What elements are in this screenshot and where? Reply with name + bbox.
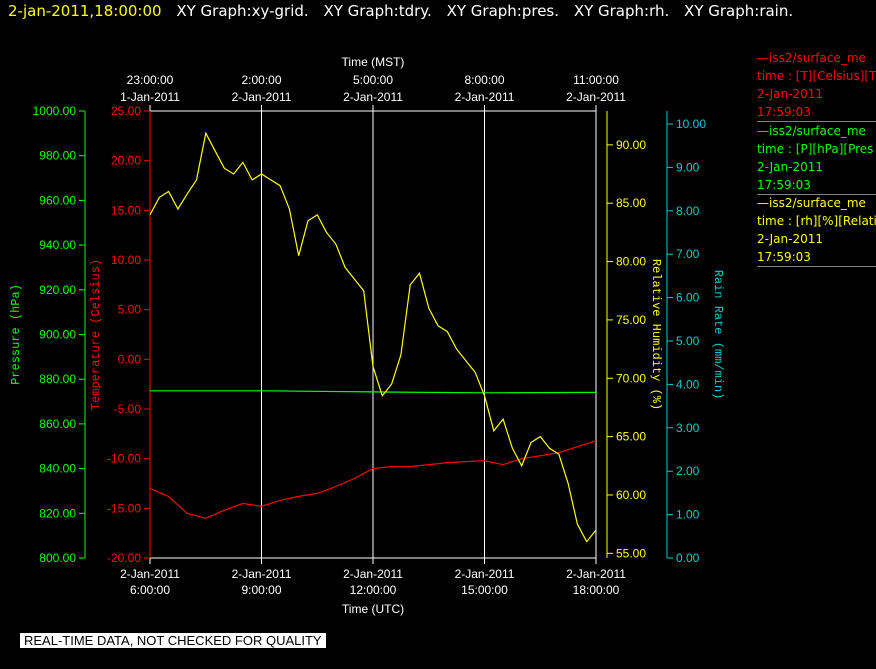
- rain-axis-tick-label: 7.00: [676, 247, 700, 261]
- rh-axis-tick-label: 85.00: [616, 196, 646, 210]
- legend-desc: time : [P][hPa][Pres: [757, 142, 874, 156]
- x-top-tick-time: 8:00:00: [464, 73, 504, 87]
- legend-date: 2-Jan-2011: [757, 160, 823, 174]
- x-bottom-tick-date: 2-Jan-2011: [343, 567, 403, 581]
- header-bar: 2-jan-2011,18:00:00 XY Graph:xy-grid. XY…: [8, 2, 793, 20]
- pres-axis-tick-label: 800.00: [39, 551, 76, 565]
- legend-date: 2-Jan-2011: [757, 87, 823, 101]
- header-graph-rain: XY Graph:rain.: [684, 2, 794, 20]
- legend-desc: time : [rh][%][Relati: [757, 214, 876, 228]
- rh-axis-tick-label: 55.00: [616, 546, 646, 560]
- legend-desc: time : [T][Celsius][T: [757, 69, 876, 83]
- x-bottom-tick-time: 15:00:00: [461, 583, 508, 597]
- header-graph-rh: XY Graph:rh.: [573, 2, 670, 20]
- temp-axis-tick-label: 15.00: [111, 203, 141, 217]
- x-bottom-tick-date: 2-Jan-2011: [120, 567, 180, 581]
- x-top-axis-title: Time (MST): [342, 55, 405, 69]
- quality-notice: REAL-TIME DATA, NOT CHECKED FOR QUALITY: [20, 633, 326, 648]
- x-bottom-tick-time: 12:00:00: [350, 583, 397, 597]
- rh-axis-tick-label: 70.00: [616, 371, 646, 385]
- x-top-tick-date: 2-Jan-2011: [343, 90, 403, 104]
- rh-axis-tick-label: 60.00: [616, 488, 646, 502]
- pres-axis-tick-label: 860.00: [39, 417, 76, 431]
- x-bottom-tick-time: 6:00:00: [130, 583, 170, 597]
- rh-axis-tick-label: 65.00: [616, 430, 646, 444]
- x-bottom-axis-title: Time (UTC): [342, 602, 404, 616]
- rain-axis-tick-label: 8.00: [676, 204, 700, 218]
- rh-axis-title: Relative Humidity (%): [649, 259, 663, 410]
- rain-axis-tick-label: 5.00: [676, 334, 700, 348]
- temp-axis-tick-label: 5.00: [118, 303, 142, 317]
- legend-humidity: —iss2/surface_me time : [rh][%][Relati 2…: [757, 194, 876, 267]
- pres-series-line: [150, 390, 597, 394]
- pres-axis-tick-label: 840.00: [39, 462, 76, 476]
- legend-date: 2-Jan-2011: [757, 232, 823, 246]
- x-top-tick-time: 5:00:00: [353, 73, 393, 87]
- x-top-tick-time: 2:00:00: [241, 73, 281, 87]
- legend-line: —iss2/surface_me: [757, 196, 866, 210]
- header-graph-xy-grid: XY Graph:xy-grid.: [176, 2, 309, 20]
- pres-axis-tick-label: 920.00: [39, 283, 76, 297]
- x-bottom-tick-date: 2-Jan-2011: [566, 567, 626, 581]
- x-bottom-tick-time: 18:00:00: [573, 583, 620, 597]
- x-top-tick-time: 11:00:00: [573, 73, 619, 87]
- rain-axis-tick-label: 4.00: [676, 377, 700, 391]
- pres-axis-tick-label: 1000.00: [33, 104, 77, 118]
- rain-axis-tick-label: 10.00: [676, 117, 706, 131]
- pres-axis-tick-label: 940.00: [39, 238, 76, 252]
- header-time: 2-jan-2011,18:00:00: [8, 2, 162, 20]
- x-top-tick-date: 2-Jan-2011: [455, 90, 515, 104]
- legend-time: 17:59:03: [757, 248, 876, 267]
- legend-line: —iss2/surface_me: [757, 124, 866, 138]
- rain-axis-tick-label: 2.00: [676, 464, 700, 478]
- x-bottom-tick-date: 2-Jan-2011: [232, 567, 292, 581]
- x-bottom-tick-date: 2-Jan-2011: [455, 567, 515, 581]
- rain-axis-tick-label: 0.00: [676, 551, 700, 565]
- temp-axis-tick-label: -10.00: [107, 452, 141, 466]
- legend-temperature: —iss2/surface_me time : [T][Celsius][T 2…: [757, 49, 876, 122]
- rh-axis-tick-label: 90.00: [616, 138, 646, 152]
- pres-axis-tick-label: 900.00: [39, 328, 76, 342]
- temp-axis-tick-label: 20.00: [111, 154, 141, 168]
- temp-axis-tick-label: -5.00: [114, 402, 142, 416]
- legend-pressure: —iss2/surface_me time : [P][hPa][Pres 2-…: [757, 122, 876, 195]
- x-top-tick-date: 2-Jan-2011: [566, 90, 626, 104]
- pres-axis-tick-label: 980.00: [39, 149, 76, 163]
- rain-axis-tick-label: 3.00: [676, 421, 700, 435]
- temp-series-line: [149, 440, 597, 519]
- temp-axis-tick-label: -15.00: [107, 501, 141, 515]
- rh-series-line: [149, 131, 597, 543]
- legend-time: 17:59:03: [757, 176, 876, 195]
- pres-axis-tick-label: 820.00: [39, 506, 76, 520]
- x-top-tick-date: 1-Jan-2011: [120, 90, 180, 104]
- x-top-tick-date: 2-Jan-2011: [232, 90, 292, 104]
- temp-axis-tick-label: 0.00: [118, 352, 142, 366]
- header-graph-pres: XY Graph:pres.: [446, 2, 560, 20]
- legend-time: 17:59:03: [757, 103, 876, 122]
- rh-axis-tick-label: 75.00: [616, 313, 646, 327]
- x-bottom-tick-time: 9:00:00: [241, 583, 281, 597]
- x-top-tick-time: 23:00:00: [127, 73, 174, 87]
- temp-axis-title: Temperature (Celsius): [89, 259, 103, 410]
- legend-line: —iss2/surface_me: [757, 51, 866, 65]
- rain-axis-title: Rain Rate (mm/min): [711, 270, 725, 400]
- pres-axis-tick-label: 880.00: [39, 372, 76, 386]
- rain-axis-tick-label: 6.00: [676, 291, 700, 305]
- rain-axis-tick-label: 9.00: [676, 160, 700, 174]
- temp-axis-tick-label: 10.00: [111, 253, 141, 267]
- temp-axis-tick-label: -20.00: [107, 551, 141, 565]
- header-graph-tdry: XY Graph:tdry.: [323, 2, 432, 20]
- pres-axis-title: Pressure (hPa): [9, 284, 23, 385]
- rh-axis-tick-label: 80.00: [616, 255, 646, 269]
- temp-axis-tick-label: 25.00: [111, 104, 141, 118]
- rain-axis-tick-label: 1.00: [676, 508, 700, 522]
- pres-axis-tick-label: 960.00: [39, 193, 76, 207]
